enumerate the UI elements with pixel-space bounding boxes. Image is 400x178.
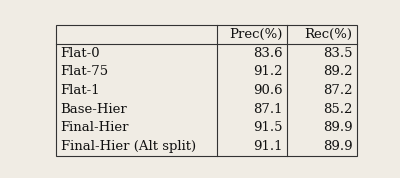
Text: Rec(%): Rec(%): [304, 28, 352, 41]
Text: Flat-75: Flat-75: [61, 66, 109, 78]
Text: 85.2: 85.2: [323, 103, 352, 116]
Text: 83.5: 83.5: [323, 47, 352, 60]
Text: 87.2: 87.2: [323, 84, 352, 97]
Text: 91.5: 91.5: [253, 121, 283, 134]
Text: Final-Hier (Alt split): Final-Hier (Alt split): [61, 140, 196, 153]
Text: 91.1: 91.1: [253, 140, 283, 153]
Text: Flat-0: Flat-0: [61, 47, 100, 60]
Text: 91.2: 91.2: [253, 66, 283, 78]
Text: 89.9: 89.9: [323, 140, 352, 153]
Text: Base-Hier: Base-Hier: [61, 103, 128, 116]
Text: Prec(%): Prec(%): [229, 28, 283, 41]
Text: 90.6: 90.6: [253, 84, 283, 97]
Text: Flat-1: Flat-1: [61, 84, 100, 97]
Text: 87.1: 87.1: [253, 103, 283, 116]
Text: 89.2: 89.2: [323, 66, 352, 78]
Text: Final-Hier: Final-Hier: [61, 121, 129, 134]
Text: 89.9: 89.9: [323, 121, 352, 134]
Text: 83.6: 83.6: [253, 47, 283, 60]
